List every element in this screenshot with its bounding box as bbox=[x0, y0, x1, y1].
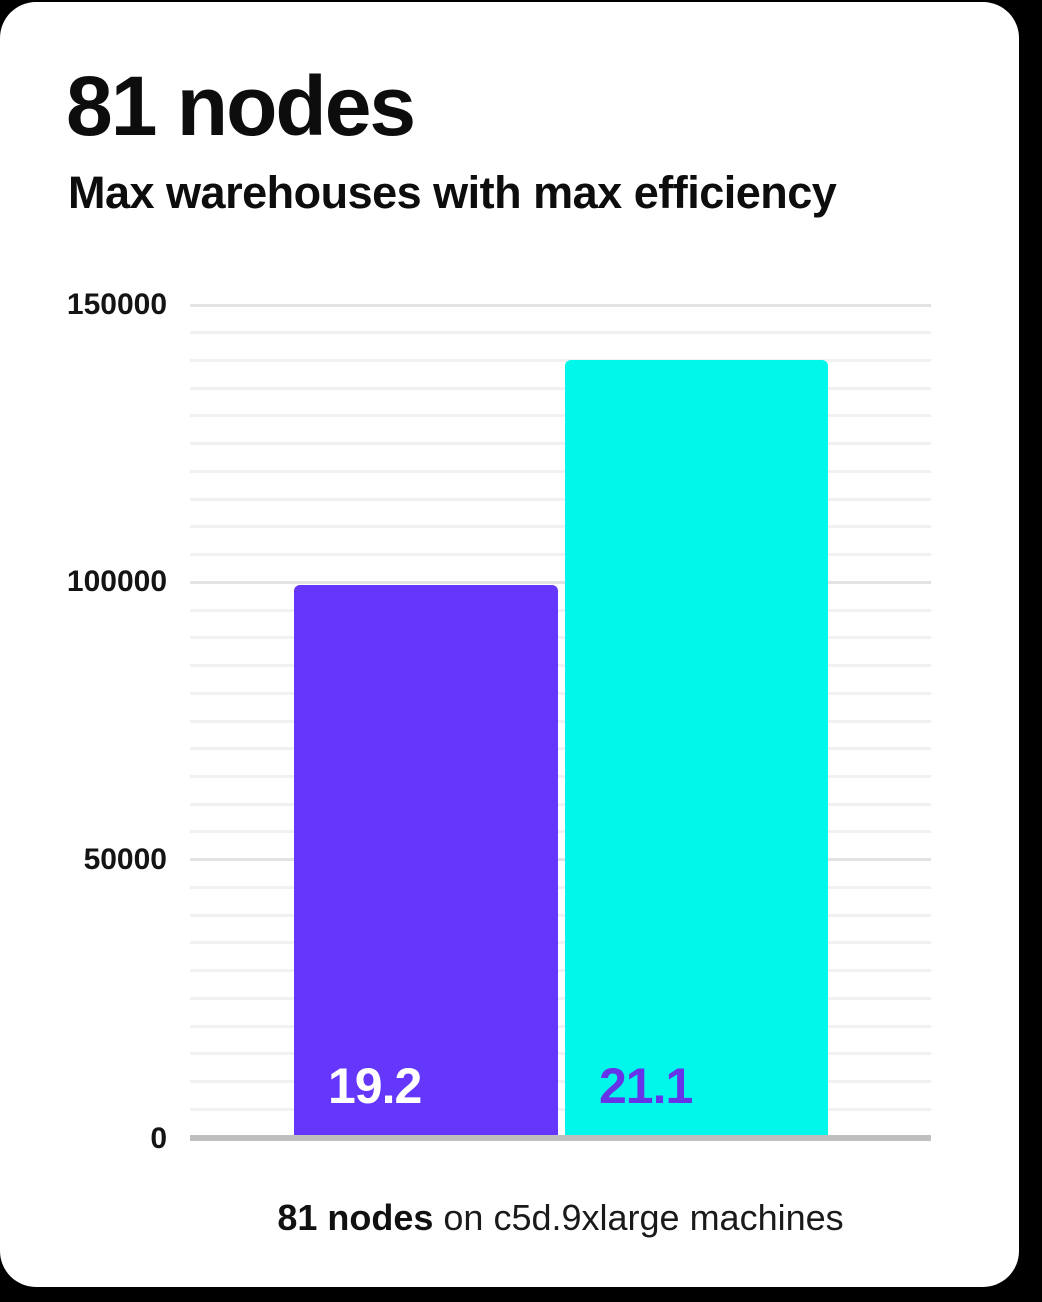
right-bar: 21.1 bbox=[565, 359, 828, 1137]
minor-gridline bbox=[190, 691, 931, 695]
minor-gridline bbox=[190, 885, 931, 889]
major-gridline bbox=[190, 580, 931, 584]
minor-gridline bbox=[190, 664, 931, 668]
minor-gridline bbox=[190, 331, 931, 335]
minor-gridline bbox=[190, 442, 931, 446]
minor-gridline bbox=[190, 802, 931, 806]
minor-gridline bbox=[190, 830, 931, 834]
left-bar-value-label: 19.2 bbox=[328, 1057, 422, 1114]
major-gridline bbox=[190, 858, 931, 862]
minor-gridline bbox=[190, 996, 931, 1000]
chart-subtitle: Max warehouses with max efficiency bbox=[68, 167, 837, 218]
minor-gridline bbox=[190, 719, 931, 723]
minor-gridline bbox=[190, 941, 931, 945]
bar-chart-plot-area: 19.2 21.1 150000 100000 50000 0 bbox=[0, 2, 1019, 1287]
minor-gridline bbox=[190, 913, 931, 917]
caption-regular-text: on c5d.9xlarge machines bbox=[433, 1197, 844, 1238]
minor-gridline bbox=[190, 553, 931, 557]
minor-gridline bbox=[190, 497, 931, 501]
left-bar: 19.2 bbox=[294, 585, 558, 1137]
caption-bold-text: 81 nodes bbox=[277, 1197, 434, 1238]
minor-gridline bbox=[190, 358, 931, 362]
minor-gridline bbox=[190, 969, 931, 973]
minor-gridline bbox=[190, 747, 931, 751]
y-axis-tick-label: 100000 bbox=[66, 565, 167, 599]
minor-gridline bbox=[190, 1024, 931, 1028]
chart-title: 81 nodes bbox=[66, 59, 416, 153]
minor-gridline bbox=[190, 469, 931, 473]
minor-gridline bbox=[190, 636, 931, 640]
x-axis-line bbox=[190, 1135, 931, 1141]
minor-gridline bbox=[190, 774, 931, 778]
minor-gridline bbox=[190, 1107, 931, 1111]
y-axis-tick-label: 50000 bbox=[83, 842, 167, 876]
y-axis-tick-label: 0 bbox=[150, 1122, 167, 1155]
minor-gridline bbox=[190, 414, 931, 418]
minor-gridline bbox=[190, 608, 931, 612]
chart-card: 81 nodes Max warehouses with max efficie… bbox=[0, 2, 1019, 1287]
minor-gridline bbox=[190, 386, 931, 390]
chart-caption: 81 nodes on c5d.9xlarge machines bbox=[190, 1198, 931, 1238]
minor-gridline bbox=[190, 525, 931, 529]
major-gridline bbox=[190, 303, 931, 307]
y-axis-tick-label: 150000 bbox=[66, 288, 167, 321]
right-bar-value-label: 21.1 bbox=[599, 1057, 693, 1114]
minor-gridline bbox=[190, 1080, 931, 1084]
minor-gridline bbox=[190, 1052, 931, 1056]
